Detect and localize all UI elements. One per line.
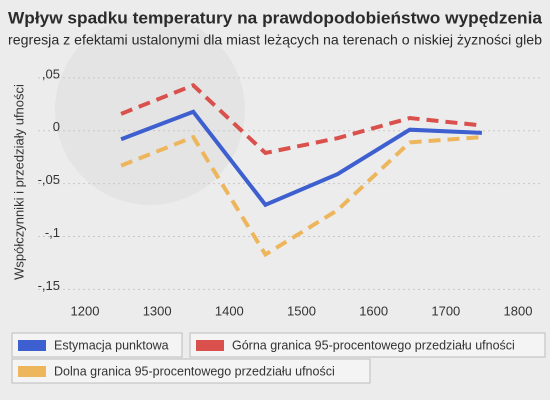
x-tick-label: 1700 bbox=[431, 303, 460, 318]
y-tick-label: ,05 bbox=[42, 66, 60, 81]
x-tick-label: 1300 bbox=[143, 303, 172, 318]
y-tick-label: -,05 bbox=[38, 172, 60, 187]
x-tick-label: 1500 bbox=[287, 303, 316, 318]
x-tick-label: 1600 bbox=[359, 303, 388, 318]
logo-watermark bbox=[55, 15, 245, 205]
series-line bbox=[120, 109, 483, 208]
legend-label: Górna granica 95-procentowego przedziału… bbox=[232, 338, 515, 352]
chart-title: Wpływ spadku temperatury na prawdopodobi… bbox=[8, 8, 543, 27]
legend-swatch bbox=[18, 366, 46, 377]
y-axis-label: Współczynniki i przedziały ufności bbox=[11, 84, 26, 280]
legend-label: Estymacja punktowa bbox=[54, 338, 169, 352]
legend-swatch bbox=[196, 340, 224, 351]
series-line bbox=[120, 134, 483, 258]
y-tick-label: 0 bbox=[53, 119, 60, 134]
legend-label: Dolna granica 95-procentowego przedziału… bbox=[54, 364, 335, 378]
x-tick-label: 1400 bbox=[215, 303, 244, 318]
series-line bbox=[120, 82, 483, 156]
x-tick-label: 1200 bbox=[71, 303, 100, 318]
x-tick-label: 1800 bbox=[504, 303, 533, 318]
y-tick-label: -,1 bbox=[45, 225, 60, 240]
legend-item bbox=[11, 358, 371, 384]
chart-subtitle: regresja z efektami ustalonymi dla miast… bbox=[8, 32, 542, 48]
legend-swatch bbox=[18, 340, 46, 351]
y-tick-label: -,15 bbox=[38, 278, 60, 293]
legend-item bbox=[189, 332, 546, 358]
